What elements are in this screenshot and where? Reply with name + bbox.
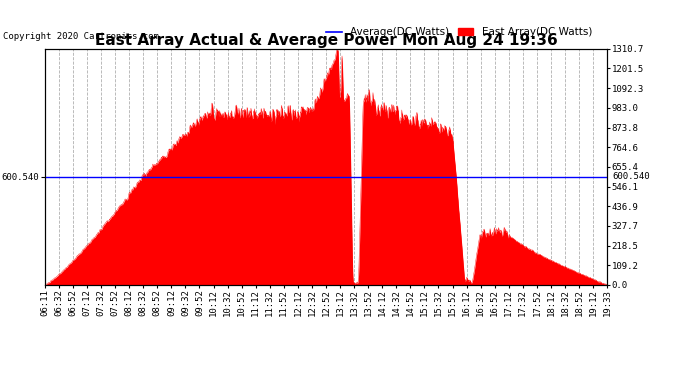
Legend: Average(DC Watts), East Array(DC Watts): Average(DC Watts), East Array(DC Watts) bbox=[322, 23, 596, 42]
Text: 600.540: 600.540 bbox=[613, 172, 651, 181]
Title: East Array Actual & Average Power Mon Aug 24 19:36: East Array Actual & Average Power Mon Au… bbox=[95, 33, 558, 48]
Text: Copyright 2020 Cartronics.com: Copyright 2020 Cartronics.com bbox=[3, 32, 159, 41]
